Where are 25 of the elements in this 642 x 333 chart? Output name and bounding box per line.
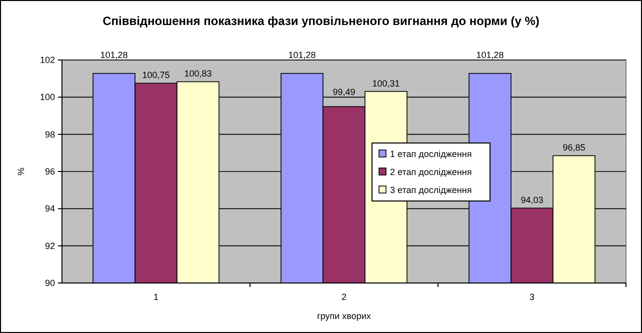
data-label: 100,75	[142, 70, 170, 80]
y-tick-label: 92	[44, 240, 55, 251]
x-tick-label: 2	[341, 292, 347, 302]
data-label: 99,49	[332, 87, 356, 98]
chart-title: Співвідношення показника фази уповільненого вигнання до норми (у %)	[102, 14, 540, 28]
data-label: 94,03	[520, 195, 544, 206]
y-tick-label: 98	[44, 129, 55, 140]
y-tick-label: 96	[44, 166, 55, 176]
data-label: 101,28	[288, 50, 316, 60]
legend-label: 3 етап дослідження	[390, 185, 472, 195]
legend-label: 2 етап дослідження	[390, 167, 472, 177]
legend-label: 1 етап дослідження	[390, 149, 472, 159]
y-tick-label: 90	[44, 278, 55, 288]
data-label: 100,31	[372, 78, 400, 88]
x-tick-label: 1	[153, 292, 159, 302]
data-label: 100,83	[184, 68, 212, 79]
x-axis-title: групи хворих	[317, 311, 372, 321]
y-tick-label: 100	[40, 92, 55, 102]
data-label: 101,28	[476, 50, 504, 60]
y-tick-label: 102	[40, 55, 55, 65]
data-label: 96,85	[562, 142, 586, 153]
y-tick-label: 94	[44, 204, 55, 214]
x-tick-label: 3	[529, 292, 535, 302]
data-label: 101,28	[100, 50, 128, 60]
y-axis-title: %	[16, 167, 26, 176]
